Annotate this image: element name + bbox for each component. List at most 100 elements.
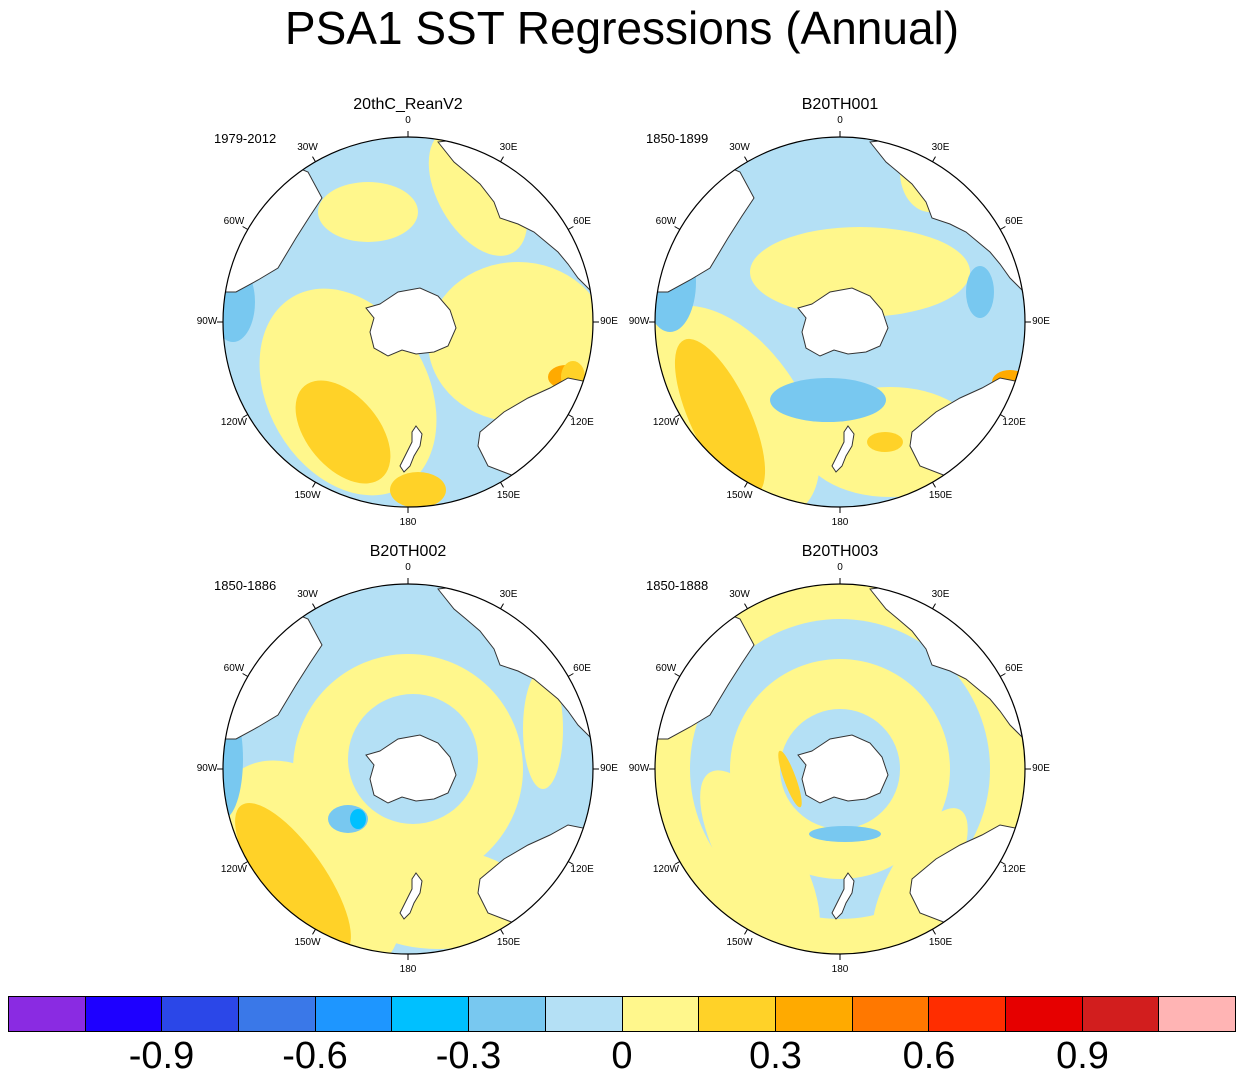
longitude-label: 180	[399, 517, 417, 528]
longitude-label: 30E	[499, 141, 518, 153]
longitude-label: 60E	[1005, 662, 1023, 674]
longitude-label: 150W	[726, 937, 753, 949]
longitude-label: 120W	[220, 416, 247, 428]
new-zealand-land	[399, 872, 423, 920]
polar-map	[649, 131, 1031, 513]
figure-title: PSA1 SST Regressions (Annual)	[284, 2, 960, 54]
colorbar-label: -0.3	[435, 1035, 502, 1077]
map-panel-b20th003: B20TH003 1850-1888 0 30E 60E 90E 120E 150E 180…	[620, 543, 1060, 983]
longitude-label: 120W	[220, 863, 247, 875]
polar-map	[217, 131, 599, 513]
longitude-label: 150E	[928, 490, 953, 502]
colorbar-label: 0.6	[902, 1035, 956, 1077]
antarctica-land	[365, 287, 457, 357]
colorbar-swatch	[775, 997, 853, 1031]
longitude-label: 60W	[655, 215, 677, 227]
panel-period: 1979-2012	[214, 131, 277, 146]
longitude-label: 120W	[652, 863, 679, 875]
panel-title: B20TH001	[801, 96, 879, 113]
longitude-label: 90E	[1032, 763, 1050, 774]
map-panel-b20th001: B20TH001 1850-1899 0 30E 60E 90E 120E 150E 180…	[620, 96, 1060, 536]
longitude-label: 0	[837, 115, 843, 126]
colorbar-swatch	[622, 997, 700, 1031]
colorbar-swatch	[699, 997, 776, 1031]
colorbar-swatch	[852, 997, 930, 1031]
longitude-label: 180	[399, 964, 417, 975]
colorbar-swatch	[469, 997, 546, 1031]
longitude-label: 30E	[931, 588, 950, 600]
longitude-label: 30E	[499, 588, 518, 600]
colorbar-swatch	[239, 997, 316, 1031]
longitude-label: 90W	[196, 316, 218, 327]
colorbar-swatch	[315, 997, 393, 1031]
sst-field	[223, 584, 593, 954]
panel-title: B20TH002	[369, 543, 447, 560]
longitude-label: 30W	[297, 141, 318, 153]
panel-period: 1850-1899	[646, 131, 709, 146]
longitude-label: 150E	[496, 490, 521, 502]
colorbar-label: 0.9	[1056, 1035, 1109, 1077]
colorbar-swatch	[1082, 997, 1160, 1031]
colorbar	[8, 996, 1236, 1032]
sst-field	[655, 584, 1025, 954]
longitude-label: 0	[405, 115, 411, 126]
map-panel-20thc-reanv2: 20thC_ReanV2 1979-2012 0 30E 60E 90E 120E 150…	[188, 96, 628, 536]
longitude-label: 30W	[729, 141, 750, 153]
new-zealand-land	[831, 872, 855, 920]
colorbar-swatch	[162, 997, 240, 1031]
longitude-label: 150E	[496, 937, 521, 949]
panel-period: 1850-1888	[646, 578, 709, 593]
longitude-label: 60W	[223, 662, 245, 674]
colorbar-swatch	[1159, 997, 1235, 1031]
antarctica-land	[365, 734, 457, 804]
colorbar-swatch	[392, 997, 470, 1031]
longitude-label: 150W	[294, 490, 321, 502]
longitude-label: 60W	[655, 662, 677, 674]
colorbar-label: -0.6	[282, 1035, 348, 1077]
colorbar-swatch	[929, 997, 1006, 1031]
new-zealand-land	[831, 425, 855, 473]
colorbar-label: 0.3	[749, 1035, 802, 1077]
longitude-label: 90E	[1032, 316, 1050, 327]
sst-field	[655, 137, 1025, 507]
longitude-label: 0	[837, 562, 843, 573]
colorbar-label: -0.9	[128, 1035, 195, 1077]
antarctica-land	[797, 734, 889, 804]
panel-title: 20thC_ReanV2	[353, 96, 463, 113]
polar-map	[649, 578, 1031, 960]
colorbar-label: 0	[611, 1035, 633, 1077]
longitude-label: 120E	[1002, 863, 1026, 875]
new-zealand-land	[399, 425, 423, 473]
longitude-label: 0	[405, 562, 411, 573]
longitude-label: 60E	[573, 662, 591, 674]
longitude-label: 30W	[729, 588, 750, 600]
longitude-label: 120E	[570, 416, 594, 428]
longitude-label: 90E	[600, 316, 618, 327]
longitude-label: 180	[831, 964, 849, 975]
longitude-label: 90W	[628, 763, 650, 774]
colorbar-swatch	[545, 997, 623, 1031]
colorbar-swatch	[9, 997, 86, 1031]
longitude-label: 120E	[1002, 416, 1026, 428]
longitude-label: 150E	[928, 937, 953, 949]
antarctica-land	[797, 287, 889, 357]
polar-map	[217, 578, 599, 960]
colorbar-swatch	[85, 997, 163, 1031]
map-panel-b20th002: B20TH002 1850-1886 0 30E 60E 90E 120E 150E 180…	[188, 543, 628, 983]
longitude-label: 120E	[570, 863, 594, 875]
longitude-label: 120W	[652, 416, 679, 428]
longitude-label: 60E	[1005, 215, 1023, 227]
sst-field	[223, 137, 593, 507]
colorbar-swatch	[1005, 997, 1083, 1031]
longitude-label: 90E	[600, 763, 618, 774]
longitude-label: 30W	[297, 588, 318, 600]
longitude-label: 60W	[223, 215, 245, 227]
longitude-label: 150W	[294, 937, 321, 949]
longitude-label: 180	[831, 517, 849, 528]
longitude-label: 30E	[931, 141, 950, 153]
panel-title: B20TH003	[801, 543, 879, 560]
longitude-label: 90W	[196, 763, 218, 774]
panel-period: 1850-1886	[214, 578, 277, 593]
longitude-label: 60E	[573, 215, 591, 227]
longitude-label: 150W	[726, 490, 753, 502]
